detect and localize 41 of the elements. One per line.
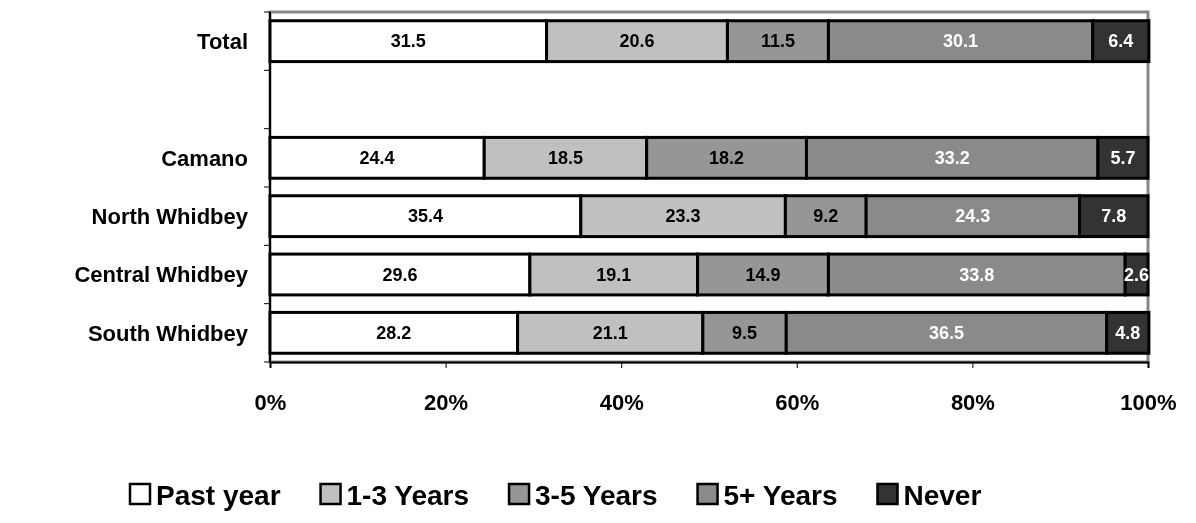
data-label: 30.1 [943,31,979,52]
y-tick-label: Total [197,28,248,54]
legend-label: 5+ Years [723,479,838,511]
y-tick-label: Camano [161,145,248,171]
y-tick-label: South Whidbey [87,320,249,346]
data-label: 24.4 [359,148,395,169]
data-label: 28.2 [376,323,412,344]
y-tick-label: Central Whidbey [74,262,249,288]
data-label: 19.1 [596,264,632,285]
x-tick-label: 20% [424,389,469,415]
data-label: 35.4 [407,206,443,227]
data-label: 20.6 [619,31,655,52]
x-tick-label: 40% [599,389,644,415]
data-label: 33.8 [959,264,995,285]
legend-label: 3-5 Years [535,479,658,511]
data-label: 29.6 [382,264,418,285]
y-tick-label: North Whidbey [91,203,249,229]
data-label: 31.5 [390,31,426,52]
data-label: 5.7 [1110,148,1136,169]
x-tick-label: 60% [775,389,820,415]
x-tick-label: 0% [254,389,287,415]
data-label: 36.5 [928,323,965,344]
data-label: 6.4 [1108,31,1134,52]
data-label: 9.5 [732,323,758,344]
x-tick-label: 80% [950,389,995,415]
data-label: 4.8 [1115,323,1141,344]
data-label: 21.1 [592,323,628,344]
data-label: 2.6 [1124,264,1150,285]
legend-label: 1-3 Years [346,479,470,511]
data-label: 18.2 [709,148,745,169]
data-label: 9.2 [813,206,839,227]
data-label: 33.2 [934,148,970,169]
data-label: 7.8 [1101,206,1127,227]
data-label: 24.3 [955,206,991,227]
data-label: 11.5 [760,31,795,52]
data-label: 18.5 [547,148,583,169]
legend-label: Never [903,479,982,511]
x-tick-label: 100% [1120,389,1177,415]
data-label: 14.9 [745,264,781,285]
legend-label: Past year [156,479,281,511]
data-label: 23.3 [665,206,701,227]
